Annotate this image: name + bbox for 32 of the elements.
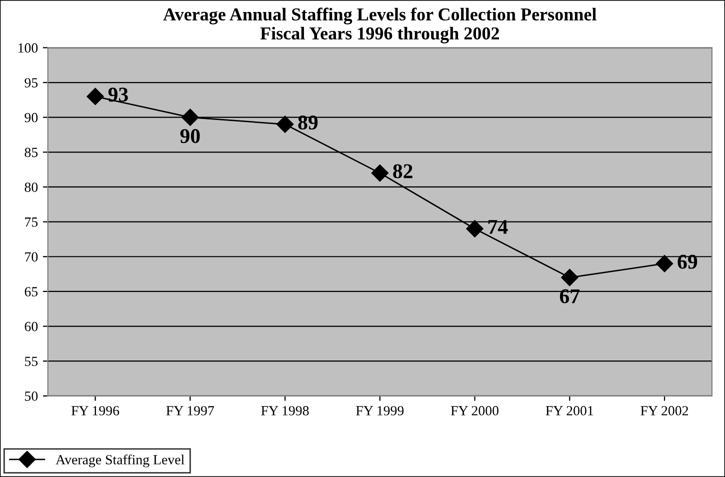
x-tick-label: FY 2001	[546, 406, 594, 416]
y-tick-label: 50	[25, 391, 38, 401]
y-tick-label: 70	[25, 252, 38, 262]
point	[466, 220, 484, 238]
legend-label: Average Staffing Level	[56, 454, 184, 468]
x-tick-label: FY 1999	[356, 406, 404, 416]
y-tick-label: 80	[24, 182, 38, 192]
x-tick-label: FY 1998	[261, 406, 309, 416]
point	[276, 116, 294, 133]
data-label: 93	[108, 88, 128, 102]
x-tick-label: FY 2002	[640, 406, 688, 416]
data-label: 82	[393, 164, 412, 178]
y-tick-label: 55	[25, 356, 38, 366]
y-tick-label: 60	[24, 322, 38, 332]
chart-title: Average Annual Staffing Levels for Collection Personnel Fiscal Years 1996 through 2002	[163, 8, 596, 44]
point	[656, 255, 674, 272]
point	[182, 108, 199, 126]
y-tick-label: 85	[24, 148, 38, 158]
data-label: 90	[180, 129, 200, 144]
y-tick-label: 95	[24, 78, 38, 88]
point	[371, 164, 388, 182]
data-label: 69	[678, 254, 698, 269]
y-tick-label: 75	[25, 218, 38, 227]
x-tick-label: FY 1997	[166, 406, 214, 416]
y-tick-label: 100	[18, 43, 38, 53]
x-tick-label: FY 2000	[450, 406, 498, 416]
data-label: 89	[298, 115, 318, 130]
y-tick-label: 65	[24, 287, 38, 296]
point	[561, 268, 578, 286]
point	[86, 88, 104, 105]
x-tick-label: FY 1996	[71, 406, 120, 416]
y-tick-label: 90	[24, 112, 38, 122]
